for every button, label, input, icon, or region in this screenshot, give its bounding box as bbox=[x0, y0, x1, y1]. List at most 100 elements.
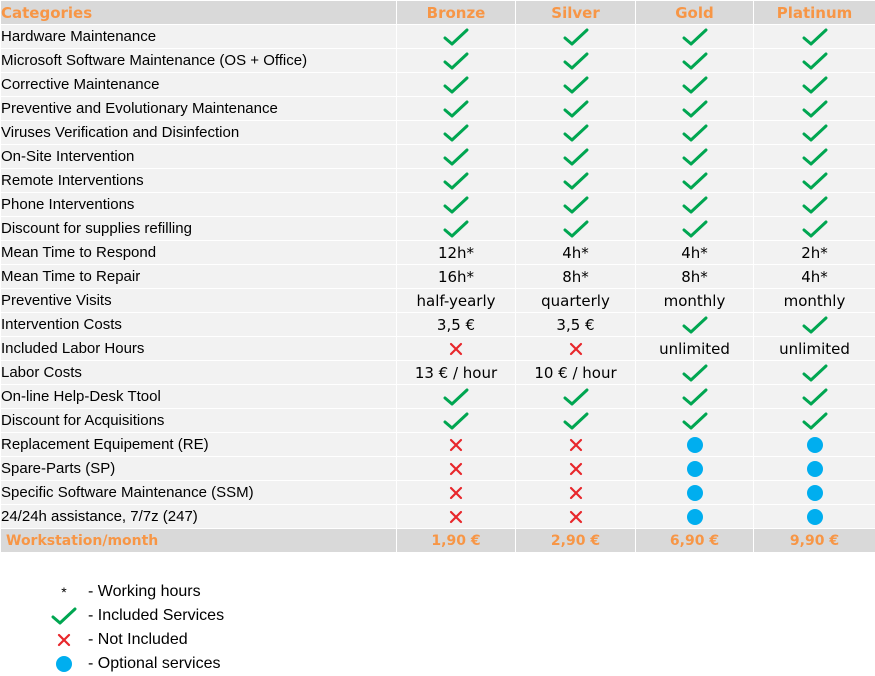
table-row: Replacement Equipement (RE) bbox=[1, 433, 875, 457]
table-row: Corrective Maintenance bbox=[1, 73, 875, 97]
row-label: 24/24h assistance, 7/7z (247) bbox=[1, 505, 397, 529]
cross-icon bbox=[44, 633, 84, 647]
cross-icon bbox=[516, 337, 636, 361]
checkmark-icon bbox=[636, 361, 754, 385]
optional-dot-icon bbox=[636, 433, 754, 457]
row-label: Mean Time to Repair bbox=[1, 265, 397, 289]
legend-item-not-included: - Not Included bbox=[44, 628, 224, 652]
plan-header-silver: Silver bbox=[516, 1, 636, 25]
checkmark-icon bbox=[397, 193, 516, 217]
plan-header-bronze: Bronze bbox=[397, 1, 516, 25]
row-label: Spare-Parts (SP) bbox=[1, 457, 397, 481]
table-row: 24/24h assistance, 7/7z (247) bbox=[1, 505, 875, 529]
row-label: On-line Help-Desk Ttool bbox=[1, 385, 397, 409]
checkmark-icon bbox=[636, 73, 754, 97]
checkmark-icon bbox=[516, 121, 636, 145]
row-label: Remote Interventions bbox=[1, 169, 397, 193]
optional-dot-icon bbox=[636, 481, 754, 505]
checkmark-icon bbox=[754, 73, 875, 97]
checkmark-icon bbox=[397, 73, 516, 97]
row-label: On-Site Intervention bbox=[1, 145, 397, 169]
value-cell: 4h* bbox=[636, 241, 754, 265]
table-row: Preventive and Evolutionary Maintenance bbox=[1, 97, 875, 121]
checkmark-icon bbox=[754, 313, 875, 337]
legend: * - Working hours - Included Services - … bbox=[44, 580, 224, 676]
checkmark-icon bbox=[636, 313, 754, 337]
checkmark-icon bbox=[754, 121, 875, 145]
checkmark-icon bbox=[754, 193, 875, 217]
price-silver: 2,90 € bbox=[516, 529, 636, 553]
checkmark-icon bbox=[516, 193, 636, 217]
checkmark-icon bbox=[516, 97, 636, 121]
checkmark-icon bbox=[636, 385, 754, 409]
checkmark-icon bbox=[516, 145, 636, 169]
cross-icon bbox=[397, 481, 516, 505]
price-bronze: 1,90 € bbox=[397, 529, 516, 553]
row-label: Replacement Equipement (RE) bbox=[1, 433, 397, 457]
optional-dot-icon bbox=[754, 505, 875, 529]
checkmark-icon bbox=[397, 169, 516, 193]
value-cell: 8h* bbox=[636, 265, 754, 289]
cross-icon bbox=[397, 337, 516, 361]
price-gold: 6,90 € bbox=[636, 529, 754, 553]
legend-item-working-hours: * - Working hours bbox=[44, 580, 224, 604]
value-cell: 12h* bbox=[397, 241, 516, 265]
checkmark-icon bbox=[636, 25, 754, 49]
value-cell: 10 € / hour bbox=[516, 361, 636, 385]
value-cell: unlimited bbox=[754, 337, 875, 361]
table-row: Microsoft Software Maintenance (OS + Off… bbox=[1, 49, 875, 73]
row-label: Mean Time to Respond bbox=[1, 241, 397, 265]
legend-text: - Working hours bbox=[88, 583, 201, 601]
price-platinum: 9,90 € bbox=[754, 529, 875, 553]
legend-text: - Optional services bbox=[88, 655, 221, 673]
value-cell: 4h* bbox=[516, 241, 636, 265]
table-row: Specific Software Maintenance (SSM) bbox=[1, 481, 875, 505]
checkmark-icon bbox=[754, 217, 875, 241]
optional-dot-icon bbox=[44, 655, 84, 673]
asterisk-icon: * bbox=[44, 584, 84, 600]
value-cell: 13 € / hour bbox=[397, 361, 516, 385]
checkmark-icon bbox=[636, 409, 754, 433]
checkmark-icon bbox=[636, 217, 754, 241]
cross-icon bbox=[397, 433, 516, 457]
row-label: Viruses Verification and Disinfection bbox=[1, 121, 397, 145]
table-row: Discount for Acquisitions bbox=[1, 409, 875, 433]
row-label: Microsoft Software Maintenance (OS + Off… bbox=[1, 49, 397, 73]
table-row: Viruses Verification and Disinfection bbox=[1, 121, 875, 145]
value-cell: 3,5 € bbox=[516, 313, 636, 337]
checkmark-icon bbox=[636, 193, 754, 217]
value-cell: 8h* bbox=[516, 265, 636, 289]
row-label: Preventive and Evolutionary Maintenance bbox=[1, 97, 397, 121]
table-row: Discount for supplies refilling bbox=[1, 217, 875, 241]
row-label: Labor Costs bbox=[1, 361, 397, 385]
value-cell: 16h* bbox=[397, 265, 516, 289]
checkmark-icon bbox=[516, 169, 636, 193]
checkmark-icon bbox=[397, 385, 516, 409]
value-cell: unlimited bbox=[636, 337, 754, 361]
value-cell: half-yearly bbox=[397, 289, 516, 313]
checkmark-icon bbox=[636, 169, 754, 193]
checkmark-icon bbox=[516, 385, 636, 409]
legend-item-included: - Included Services bbox=[44, 604, 224, 628]
checkmark-icon bbox=[397, 145, 516, 169]
checkmark-icon bbox=[636, 49, 754, 73]
row-label: Preventive Visits bbox=[1, 289, 397, 313]
checkmark-icon bbox=[754, 145, 875, 169]
table-row: Remote Interventions bbox=[1, 169, 875, 193]
value-cell: 4h* bbox=[754, 265, 875, 289]
legend-text: - Not Included bbox=[88, 631, 188, 649]
row-label: Phone Interventions bbox=[1, 193, 397, 217]
checkmark-icon bbox=[754, 25, 875, 49]
checkmark-icon bbox=[636, 121, 754, 145]
checkmark-icon bbox=[397, 409, 516, 433]
optional-dot-icon bbox=[636, 457, 754, 481]
legend-text: - Included Services bbox=[88, 607, 224, 625]
table-row: Hardware Maintenance bbox=[1, 25, 875, 49]
row-label: Corrective Maintenance bbox=[1, 73, 397, 97]
value-cell: 3,5 € bbox=[397, 313, 516, 337]
